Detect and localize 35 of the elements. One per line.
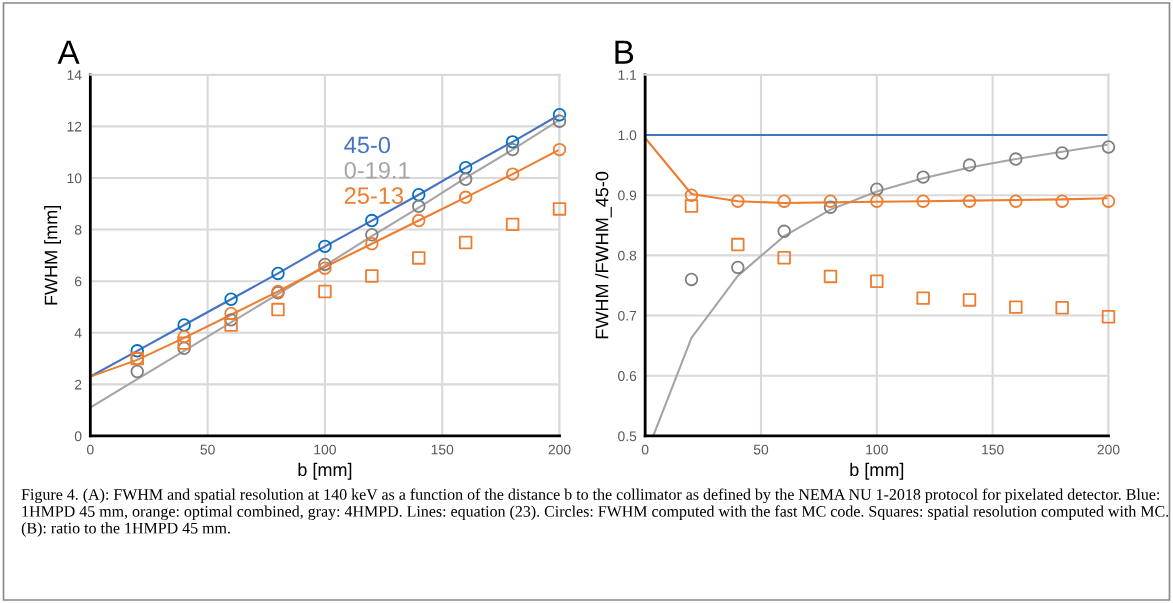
y-tick-label: 6 [74,276,82,287]
caption: Figure 4. (A): FWHM and spatial resolution at 140 keV as a function of the distance b to the collimator as defined by the NEMA NU 1-2018 protocol for pixelated detector. Blue: 1HMPD 45 mm, orange: optimal combined, gray: 4HMPD. Lines: equation (23). Circles: FWHM computed with the fast MC code. Squares: spatial resolution computed with MC. (B): ratio to the 1HMPD 45 mm. [21,488,1169,537]
y-tick-label: 4 [74,328,82,338]
y-tick-label: 0 [74,431,82,442]
x-tick-label: 150 [982,444,1004,455]
y-tick-label: 0.8 [618,250,637,261]
y-tick-label: 10 [67,173,82,184]
x-tick-label: 0 [641,444,649,455]
x-tick-label: 150 [431,444,454,455]
y-tick-label: 0.7 [618,310,637,321]
chart-title: A [57,40,80,64]
x-tick-label: 200 [1097,444,1120,455]
x-tick-label: 100 [866,444,888,455]
x-axis-title: b [mm] [850,462,904,480]
y-tick-label: 0.5 [618,431,637,442]
x-tick-label: 50 [200,444,215,455]
y-tick-label: 2 [74,379,82,390]
y-tick-label: 14 [67,70,82,80]
x-tick-label: 0 [87,444,94,455]
y-axis-title: FWHM [mm] [44,206,61,305]
series-label: 0-19.1 [344,161,410,179]
y-tick-label: 12 [67,121,82,132]
y-tick-label: 0.6 [618,371,637,381]
y-axis-title: FWHM /FWHM_45-0 [595,171,612,339]
text: 45-0 [344,136,391,154]
y-tick-label: 1.1 [618,70,637,80]
x-tick-label: 200 [548,444,571,455]
y-tick-label: 0.9 [618,190,637,201]
x-tick-label: 50 [753,444,769,455]
x-tick-label: 100 [314,444,336,455]
x-axis-title: b [mm] [298,462,352,480]
y-tick-label: 1.0 [618,130,637,141]
series-label: 25-13 [344,187,404,204]
y-tick-label: 8 [74,224,82,235]
chart-title: B [615,40,634,64]
